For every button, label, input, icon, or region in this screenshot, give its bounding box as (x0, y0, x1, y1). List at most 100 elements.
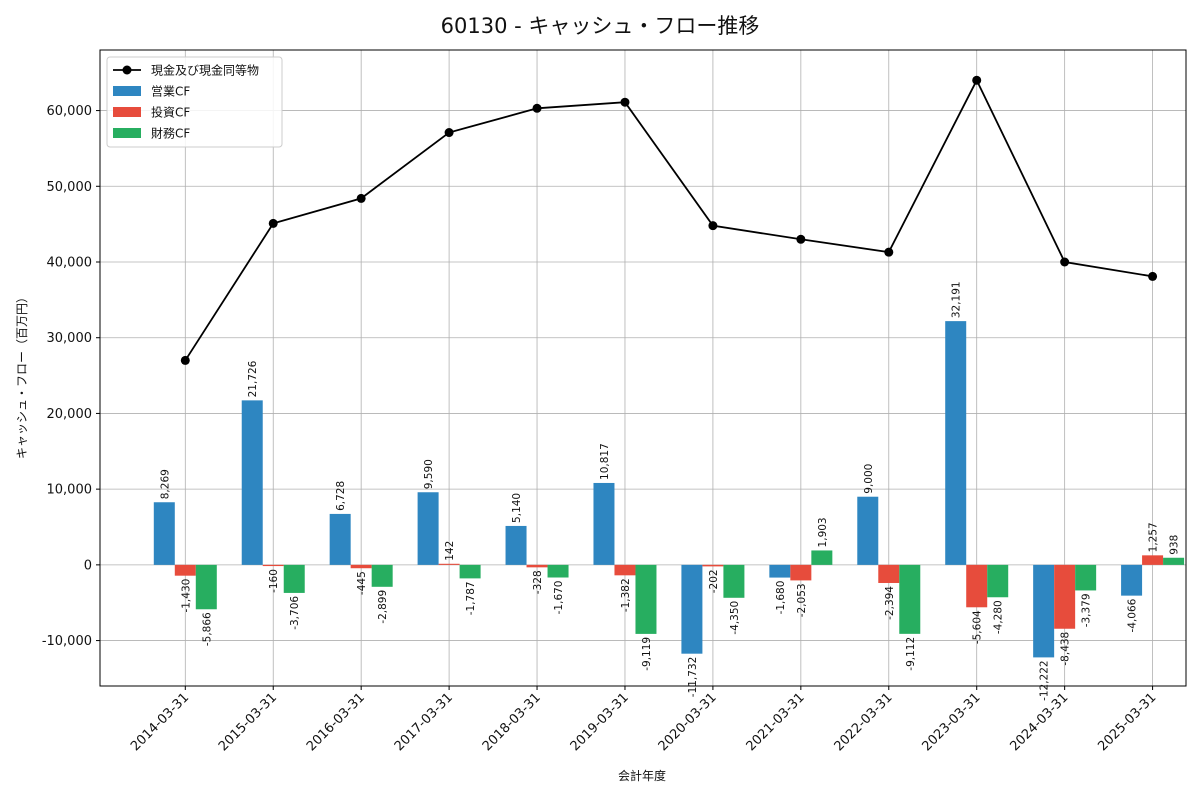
bar-営業CF-2019-03-31 (593, 482, 615, 565)
bar-財務CF-2015-03-31 (283, 564, 305, 593)
bar-value-label: 1,903 (817, 517, 829, 547)
bar-財務CF-2018-03-31 (547, 564, 569, 578)
bar-value-label: -4,280 (993, 600, 1005, 634)
legend-label: 投資CF (151, 105, 190, 120)
bar-営業CF-2015-03-31 (241, 400, 263, 565)
bar-投資CF-2019-03-31 (614, 564, 636, 576)
line-point-2018-03-31 (532, 103, 542, 113)
bar-value-label: -445 (356, 571, 368, 595)
bar-value-label: -1,430 (180, 579, 192, 613)
x-tick-label: 2014-03-31 (128, 690, 192, 754)
bar-value-label: -160 (268, 569, 280, 593)
bar-value-label: -2,394 (884, 586, 896, 620)
bar-value-label: -11,732 (687, 657, 699, 698)
bar-財務CF-2024-03-31 (1075, 564, 1097, 591)
bar-value-label: -4,066 (1127, 598, 1139, 632)
bar-投資CF-2023-03-31 (966, 564, 988, 608)
bar-value-label: 1,257 (1148, 522, 1160, 552)
x-tick-label: 2018-03-31 (480, 690, 544, 754)
bar-財務CF-2022-03-31 (899, 564, 921, 634)
y-tick-label: 0 (84, 558, 92, 573)
y-tick-label: 50,000 (47, 180, 93, 195)
bar-value-label: 9,000 (863, 464, 875, 494)
bar-営業CF-2021-03-31 (769, 564, 791, 578)
bar-営業CF-2018-03-31 (505, 525, 527, 565)
bar-value-label: -328 (532, 570, 544, 594)
bar-value-label: 32,191 (951, 281, 963, 318)
bar-value-labels: 8,269 21,726 6,728 9,590 5,140 10,817 -11,732 -… (159, 281, 1180, 701)
bar-財務CF-2016-03-31 (371, 564, 393, 587)
bar-value-label: 142 (444, 541, 456, 561)
x-axis-label: 会計年度 (618, 768, 666, 783)
bar-value-label: 938 (1169, 535, 1181, 555)
bar-value-label: -1,670 (553, 581, 565, 615)
x-tick-label: 2023-03-31 (920, 690, 984, 754)
x-tick-label: 2016-03-31 (304, 690, 368, 754)
legend-marker (122, 65, 132, 75)
bar-value-label: -5,866 (201, 612, 213, 646)
x-tick-label: 2019-03-31 (568, 690, 632, 754)
bar-営業CF-2020-03-31 (681, 564, 703, 654)
bar-value-label: -8,438 (1060, 632, 1072, 666)
bar-value-label: -4,350 (729, 601, 741, 635)
x-tick-label: 2021-03-31 (744, 690, 808, 754)
bar-value-label: -2,053 (796, 583, 808, 617)
bar-営業CF-2017-03-31 (417, 492, 439, 565)
bar-value-label: -3,379 (1081, 593, 1093, 627)
y-axis-ticks: -10,000 0 10,000 20,000 30,000 40,000 50,000 60… (42, 104, 100, 649)
bar-value-label: 5,140 (511, 493, 523, 523)
bar-営業CF-2025-03-31 (1121, 564, 1143, 596)
bar-投資CF-2025-03-31 (1142, 555, 1164, 565)
line-point-2017-03-31 (444, 128, 454, 138)
line-point-2022-03-31 (884, 247, 894, 257)
bar-営業CF-2022-03-31 (857, 496, 879, 565)
line-point-2021-03-31 (796, 234, 806, 244)
legend-swatch (113, 128, 141, 138)
bar-財務CF-2025-03-31 (1163, 557, 1185, 565)
bar-value-label: -9,112 (905, 637, 917, 671)
x-tick-label: 2020-03-31 (656, 690, 720, 754)
bar-value-label: -1,787 (465, 581, 477, 615)
bar-投資CF-2021-03-31 (790, 564, 812, 581)
bar-財務CF-2014-03-31 (195, 564, 217, 610)
bar-value-label: -1,382 (620, 578, 632, 612)
bar-財務CF-2019-03-31 (635, 564, 657, 634)
bar-value-label: -3,706 (289, 596, 301, 630)
y-tick-label: -10,000 (42, 634, 92, 649)
bar-営業CF-2023-03-31 (945, 321, 967, 565)
bar-営業CF-2014-03-31 (153, 502, 175, 565)
legend-swatch (113, 107, 141, 117)
chart-title: 60130 - キャッシュ・フロー推移 (441, 14, 760, 38)
bar-投資CF-2014-03-31 (174, 564, 196, 576)
bar-value-label: -1,680 (775, 581, 787, 615)
bar-投資CF-2020-03-31 (702, 564, 724, 567)
bar-value-label: -9,119 (641, 637, 653, 671)
bar-value-label: 9,590 (423, 459, 435, 489)
y-axis-label: キャッシュ・フロー（百万円） (15, 291, 29, 459)
bar-財務CF-2021-03-31 (811, 550, 833, 565)
legend-label: 現金及び現金同等物 (151, 63, 259, 78)
legend-swatch (113, 86, 141, 96)
line-point-2016-03-31 (356, 193, 366, 203)
bar-投資CF-2015-03-31 (262, 564, 284, 567)
bar-財務CF-2020-03-31 (723, 564, 745, 598)
bar-value-label: 10,817 (599, 443, 611, 480)
y-tick-label: 40,000 (47, 256, 93, 271)
line-point-2020-03-31 (708, 221, 718, 231)
y-tick-label: 30,000 (47, 331, 93, 346)
plot-area-frame (99, 49, 1187, 687)
bar-value-label: -12,222 (1039, 660, 1051, 701)
bar-投資CF-2016-03-31 (350, 564, 372, 569)
bar-財務CF-2017-03-31 (459, 564, 481, 579)
line-point-2019-03-31 (620, 97, 630, 107)
line-point-2015-03-31 (268, 218, 278, 228)
bar-投資CF-2017-03-31 (438, 563, 460, 565)
x-tick-label: 2017-03-31 (392, 690, 456, 754)
legend-label: 財務CF (151, 126, 190, 141)
line-point-2014-03-31 (180, 355, 190, 365)
y-tick-label: 60,000 (47, 104, 93, 119)
grid-lines (100, 50, 1186, 686)
line-point-2023-03-31 (972, 75, 982, 85)
